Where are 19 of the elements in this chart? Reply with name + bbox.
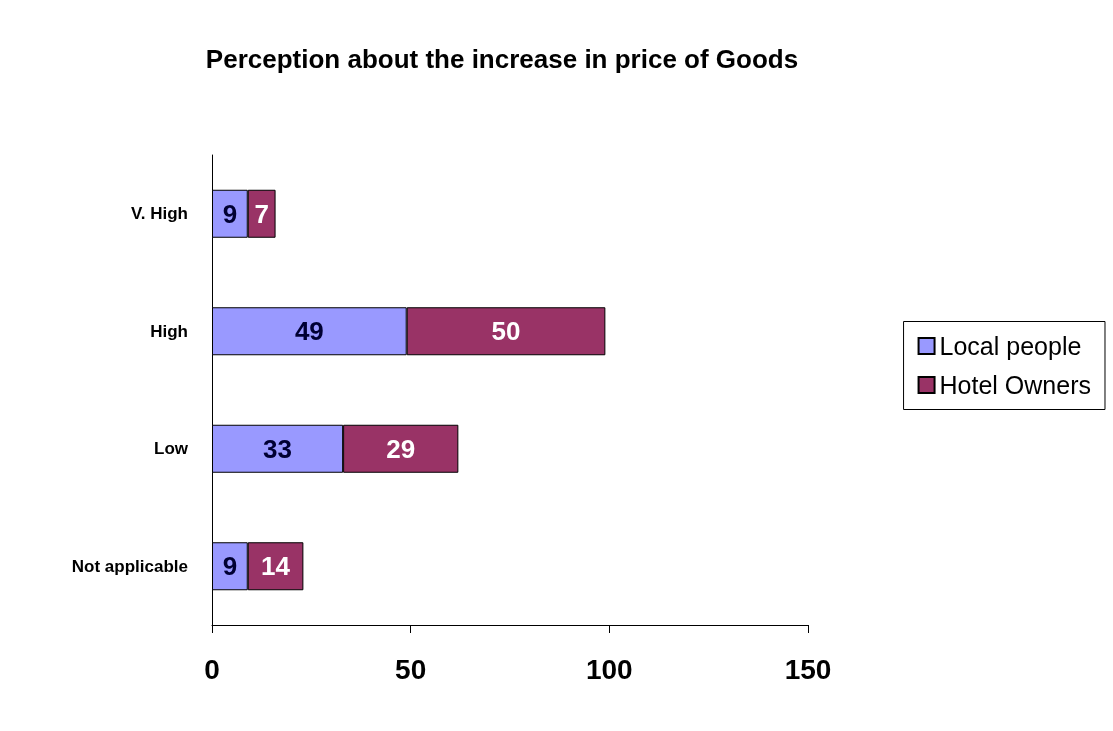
x-tick-label: 50 — [395, 653, 427, 685]
chart-title: Perception about the increase in price of Goods — [205, 44, 799, 74]
data-label: 33 — [263, 433, 293, 464]
x-tick-label: 150 — [784, 653, 832, 685]
data-label: 49 — [294, 316, 324, 347]
legend-label: Hotel Owners — [939, 371, 1092, 399]
y-tick-label: Low — [154, 439, 189, 459]
data-label: 50 — [491, 316, 521, 347]
x-tick-label: 100 — [585, 653, 633, 685]
data-label: 14 — [261, 551, 291, 582]
data-label: 9 — [222, 551, 238, 582]
y-tick-label: High — [150, 321, 188, 341]
data-label: 9 — [222, 198, 238, 229]
y-tick-label: Not applicable — [71, 556, 188, 576]
data-label: 7 — [254, 198, 269, 229]
x-tick-label: 0 — [204, 653, 220, 685]
legend-label: Local people — [939, 332, 1082, 360]
data-label: 29 — [386, 433, 416, 464]
y-tick-label: V. High — [131, 204, 188, 224]
